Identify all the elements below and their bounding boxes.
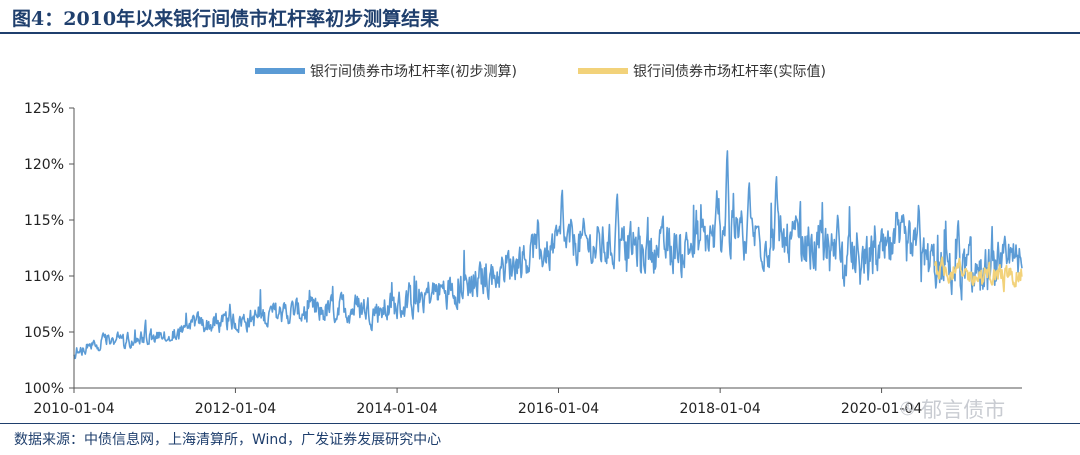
y-axis-ticks: 100% 105% 110% 115% 120% 125% — [24, 101, 74, 397]
y-tick-label: 120% — [24, 157, 64, 173]
x-tick-label: 2020-01-04 — [841, 401, 922, 417]
source-note: 数据来源：中债信息网，上海清算所，Wind，广发证券发展研究中心 — [14, 432, 442, 448]
legend-label-estimated: 银行间债券市场杠杆率(初步测算) — [310, 63, 517, 80]
series-line — [934, 256, 1023, 293]
y-tick-label: 110% — [24, 269, 64, 285]
series-layer — [73, 150, 1023, 360]
x-tick-label: 2016-01-04 — [518, 401, 599, 417]
x-axis-ticks: 2010-01-04 2012-01-04 2014-01-04 2016-01-04… — [33, 388, 922, 417]
y-tick-label: 105% — [24, 325, 64, 341]
footer-divider — [0, 423, 1080, 424]
line-chart: 银行间债券市场杠杆率(初步测算) 银行间债券市场杠杆率(实际值) 100% 105… — [24, 63, 1023, 417]
legend-label-actual: 银行间债券市场杠杆率(实际值) — [633, 63, 826, 80]
x-tick-label: 2010-01-04 — [33, 401, 114, 417]
series-line — [73, 150, 1023, 360]
title-divider — [0, 32, 1080, 34]
figure-title: 图4：2010年以来银行间债市杠杆率初步测算结果 — [12, 8, 440, 30]
legend: 银行间债券市场杠杆率(初步测算) 银行间债券市场杠杆率(实际值) — [255, 63, 826, 80]
wechat-icon: ✇ — [900, 398, 916, 420]
x-tick-label: 2012-01-04 — [195, 401, 276, 417]
y-tick-label: 125% — [24, 101, 64, 117]
x-tick-label: 2018-01-04 — [679, 401, 760, 417]
y-tick-label: 115% — [24, 213, 64, 229]
watermark-label: 郁言债市 — [921, 398, 1006, 422]
y-tick-label: 100% — [24, 381, 64, 397]
watermark: ✇ 郁言债市 — [900, 394, 1005, 424]
series-estimated — [73, 150, 1023, 360]
series-actual — [934, 256, 1023, 293]
x-tick-label: 2014-01-04 — [356, 401, 437, 417]
